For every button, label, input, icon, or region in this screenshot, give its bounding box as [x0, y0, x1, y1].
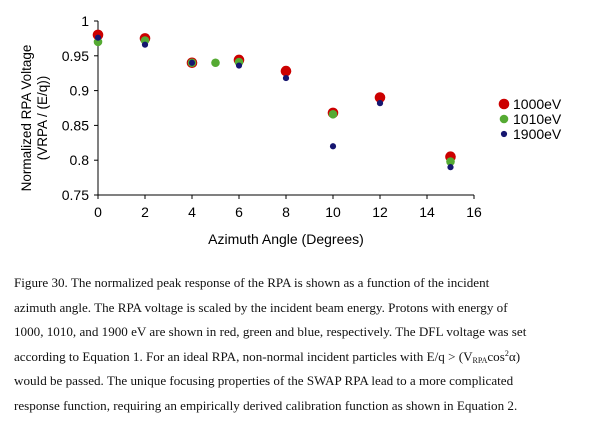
- caption-line-4: according to Equation 1. For an ideal RP…: [14, 345, 582, 370]
- data-points: [92, 29, 456, 171]
- data-point: [94, 34, 102, 41]
- y-axis-label-line2: (VRPA / (E/q)): [35, 76, 50, 161]
- caption-line-1: Figure 30. The normalized peak response …: [14, 275, 490, 290]
- data-point: [447, 164, 454, 171]
- x-tick-label: 4: [188, 204, 196, 220]
- legend-label: 1000eV: [513, 96, 562, 112]
- data-point: [446, 157, 455, 166]
- caption-subscript: RPA: [472, 355, 488, 365]
- x-tick-label: 2: [141, 204, 149, 220]
- x-tick-label: 8: [282, 204, 290, 220]
- data-point: [280, 65, 292, 77]
- legend-label: 1010eV: [513, 111, 562, 127]
- y-axis-label-line1: Normalized RPA Voltage: [19, 45, 34, 192]
- x-axis-ticks: 0 2 4 6 8 10 12 14 16: [94, 195, 482, 220]
- data-point: [374, 92, 386, 103]
- caption-line-3: 1000, 1010, and 1900 eV are shown in red…: [14, 324, 527, 340]
- data-point: [235, 62, 243, 69]
- scatter-chart: 0 2 4 6 8 10 12 14 16 0.75 0.8 0.85 0.9 0.95 1 1000eV…: [19, 13, 562, 247]
- caption-cos: cos: [487, 348, 505, 364]
- legend-label: 1900eV: [513, 126, 562, 142]
- x-tick-label: 0: [94, 204, 102, 220]
- x-tick-label: 6: [235, 204, 243, 220]
- y-tick-label: 0.8: [70, 152, 90, 168]
- series-1900eV: [94, 34, 454, 171]
- x-tick-label: 16: [466, 204, 482, 220]
- data-point: [376, 100, 384, 107]
- y-tick-label: 0.75: [62, 187, 89, 203]
- data-point: [141, 41, 149, 48]
- caption-line-4-text: according to Equation 1. For an ideal RP…: [14, 348, 473, 364]
- data-point: [329, 143, 337, 150]
- caption-superscript: 2: [504, 348, 509, 358]
- series-1000eV: [92, 29, 456, 163]
- caption-line-5: would be passed. The unique focusing pro…: [14, 373, 514, 389]
- caption-line-2: azimuth angle. The RPA voltage is scaled…: [14, 299, 508, 315]
- legend-marker: [498, 98, 510, 110]
- x-tick-label: 12: [372, 204, 388, 220]
- y-tick-label: 0.9: [70, 83, 90, 99]
- legend-marker: [500, 130, 508, 138]
- x-tick-label: 14: [419, 204, 435, 220]
- figure-caption: Figure 30. The normalized peak response …: [14, 271, 582, 419]
- y-tick-label: 0.85: [62, 117, 89, 133]
- x-tick-label: 10: [325, 204, 341, 220]
- chart-axes: [97, 21, 474, 196]
- y-tick-label: 1: [81, 13, 89, 29]
- data-point: [282, 74, 290, 82]
- data-point: [211, 58, 220, 68]
- legend-marker: [499, 114, 509, 124]
- data-point: [188, 59, 196, 66]
- series-1010eV: [93, 36, 455, 166]
- y-axis-ticks: 0.75 0.8 0.85 0.9 0.95 1: [62, 13, 98, 203]
- caption-alpha: α): [508, 348, 521, 364]
- y-tick-label: 0.95: [62, 48, 89, 64]
- caption-line-6: response function, requiring an empirica…: [14, 397, 518, 413]
- x-axis-label: Azimuth Angle (Degrees): [208, 231, 364, 247]
- data-point: [328, 109, 338, 119]
